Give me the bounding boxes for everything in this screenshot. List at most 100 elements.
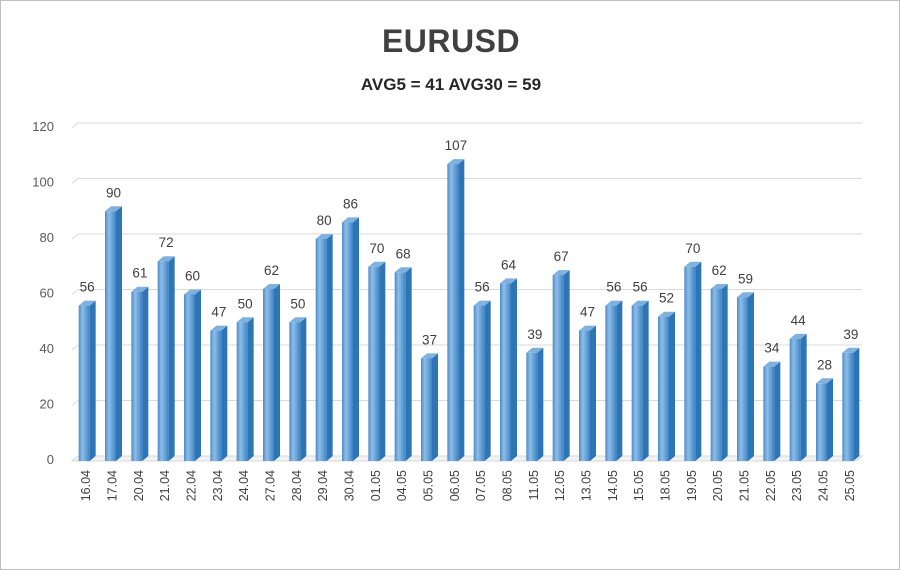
data-label: 62	[264, 263, 279, 278]
gridline	[71, 400, 862, 406]
y-tick-label: 40	[40, 341, 54, 356]
x-tick-label: 15.05	[632, 470, 646, 501]
x-tick-label: 28.04	[290, 470, 304, 501]
x-tick-label: 22.04	[185, 470, 199, 501]
x-tick-label: 14.05	[606, 470, 620, 501]
data-label: 70	[685, 241, 700, 256]
data-label: 50	[238, 296, 253, 311]
x-tick-label: 19.05	[685, 470, 699, 501]
data-label: 80	[317, 213, 332, 228]
data-label: 59	[738, 271, 753, 286]
x-tick-label: 21.04	[158, 470, 172, 501]
bar	[684, 261, 702, 461]
bar	[605, 300, 623, 461]
x-tick-label: 24.04	[237, 470, 251, 501]
gridline	[71, 178, 862, 184]
bars	[78, 159, 860, 461]
bar	[526, 347, 544, 461]
x-tick-label: 08.05	[501, 470, 515, 501]
bar	[447, 159, 465, 461]
bar	[631, 300, 649, 461]
y-tick-label: 0	[47, 452, 54, 467]
data-label: 72	[159, 235, 174, 250]
bar	[105, 206, 122, 461]
x-tick-label: 01.05	[369, 470, 383, 501]
bar	[78, 300, 96, 461]
x-tick-label: 23.04	[211, 470, 225, 501]
x-tick-label: 21.05	[738, 470, 752, 501]
x-tick-label: 06.05	[448, 470, 462, 501]
x-tick-label: 11.05	[527, 470, 541, 500]
data-label: 90	[106, 185, 121, 200]
y-tick-label: 20	[40, 397, 54, 412]
y-tick-label: 120	[32, 119, 54, 134]
bar	[368, 261, 386, 461]
data-label: 61	[132, 266, 147, 281]
data-label: 56	[633, 280, 648, 295]
chart-title: EURUSD	[381, 23, 521, 59]
bar	[184, 289, 201, 461]
x-tick-label: 30.04	[343, 470, 357, 501]
x-tick-label: 24.05	[817, 470, 831, 501]
x-tick-label: 17.04	[106, 470, 120, 501]
y-tick-label: 100	[32, 175, 54, 190]
data-label: 67	[554, 249, 569, 264]
data-labels: 56 90 61 72 60 47 50 62 50 80 86 70 68 37 107 56 64 39 67 4…	[80, 138, 859, 372]
x-tick-label: 12.05	[553, 470, 567, 501]
bar	[710, 283, 728, 461]
x-tick-label: 13.05	[580, 470, 594, 501]
bar	[816, 378, 833, 461]
bar	[210, 325, 228, 461]
bar	[842, 347, 860, 461]
data-label: 39	[527, 327, 542, 342]
x-tick-label: 29.04	[316, 470, 330, 501]
bar	[236, 317, 254, 461]
data-label: 70	[369, 241, 384, 256]
data-label: 34	[764, 341, 780, 356]
data-label: 39	[843, 327, 858, 342]
bar	[658, 311, 675, 461]
gridline	[71, 344, 862, 351]
data-label: 60	[185, 269, 200, 284]
bar	[421, 353, 438, 461]
x-tick-label: 27.04	[264, 470, 278, 501]
data-label: 64	[501, 257, 517, 272]
bar	[473, 300, 491, 461]
x-tick-label: 22.05	[764, 470, 778, 501]
data-label: 56	[475, 280, 490, 295]
data-label: 50	[290, 296, 305, 311]
y-axis-ticks: 0 20 40 60 80 100 120	[32, 119, 54, 467]
data-label: 47	[211, 305, 226, 320]
bar	[789, 333, 807, 461]
bar	[289, 317, 307, 461]
bar	[315, 234, 333, 461]
data-label: 28	[817, 357, 832, 372]
bar	[552, 270, 570, 461]
x-tick-label: 16.04	[79, 470, 93, 501]
bar	[500, 278, 517, 461]
x-tick-label: 20.05	[711, 470, 725, 501]
data-label: 56	[606, 280, 621, 295]
x-tick-label: 07.05	[474, 470, 488, 501]
x-tick-label: 05.05	[422, 470, 436, 501]
bar	[394, 267, 412, 461]
bar	[131, 286, 149, 461]
y-tick-label: 80	[40, 230, 54, 245]
data-label: 47	[580, 305, 595, 320]
x-tick-label: 20.04	[132, 470, 146, 501]
bar	[579, 325, 596, 461]
x-tick-label: 04.05	[395, 470, 409, 501]
bar	[263, 283, 280, 461]
data-label: 68	[396, 246, 411, 261]
data-label: 56	[80, 280, 95, 295]
gridline	[71, 233, 862, 240]
y-tick-label: 60	[40, 286, 54, 301]
chart-subtitle: AVG5 = 41 AVG30 = 59	[360, 75, 542, 94]
data-label: 44	[791, 313, 807, 328]
data-label: 62	[712, 263, 727, 278]
bar	[342, 217, 359, 461]
x-tick-label: 23.05	[790, 470, 804, 501]
data-label: 37	[422, 332, 437, 347]
x-tick-label: 25.05	[843, 470, 857, 501]
